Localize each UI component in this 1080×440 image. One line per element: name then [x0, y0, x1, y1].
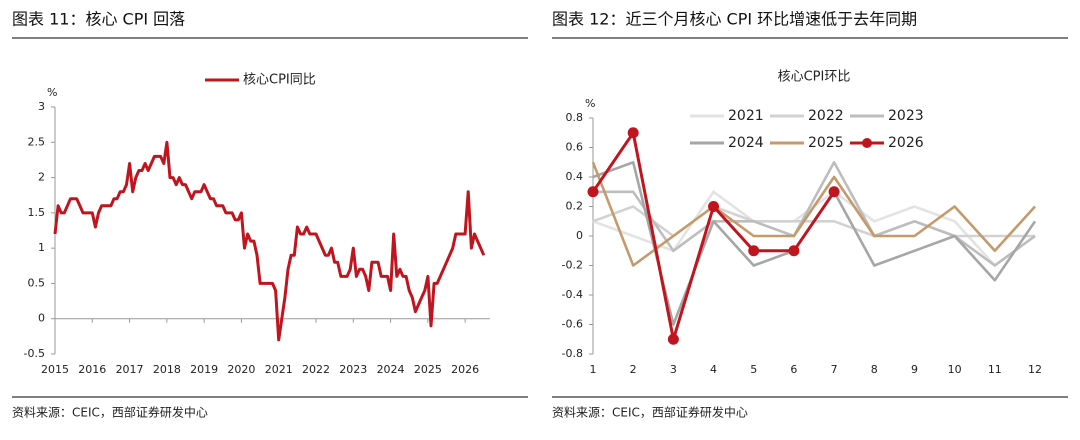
y-tick-label: 3 — [38, 100, 45, 113]
x-tick-label: 5 — [750, 363, 757, 376]
point — [667, 333, 679, 345]
legend-label: 2025 — [808, 135, 844, 151]
series-line — [591, 161, 1036, 267]
x-tick-label: 3 — [670, 363, 677, 376]
x-tick-label: 4 — [710, 363, 717, 376]
y-tick-label: 0.4 — [566, 170, 584, 183]
x-tick-label: 2018 — [153, 363, 181, 376]
point — [828, 186, 840, 198]
x-tick-label: 7 — [831, 363, 838, 376]
chart-title: 核心CPI环比 — [778, 70, 851, 85]
y-tick-label: 1 — [38, 241, 45, 254]
x-tick-label: 2017 — [116, 363, 144, 376]
x-tick-label: 9 — [911, 363, 918, 376]
x-tick-label: 2024 — [377, 363, 405, 376]
legend-label: 2024 — [728, 135, 764, 151]
x-tick-label: 2025 — [414, 363, 442, 376]
y-tick-label: 0.2 — [566, 200, 584, 213]
y-tick-label: 0.5 — [28, 276, 46, 289]
x-tick-label: 12 — [1028, 363, 1042, 376]
x-tick-label: 2026 — [451, 363, 479, 376]
point — [788, 245, 800, 257]
legend-label: 2021 — [728, 108, 764, 124]
x-tick-label: 2023 — [339, 363, 367, 376]
x-tick-label: 8 — [871, 363, 878, 376]
x-tick-label: 2020 — [227, 363, 255, 376]
x-tick-label: 2016 — [78, 363, 106, 376]
x-tick-label: 1 — [590, 363, 597, 376]
source-note: 资料来源：CEIC，西部证券研发中心 — [12, 405, 208, 420]
figure-title: 图表 12：近三个月核心 CPI 环比增速低于去年同期 — [552, 10, 917, 29]
x-tick-label: 11 — [988, 363, 1002, 376]
y-unit: % — [585, 97, 595, 110]
legend-label: 2026 — [888, 135, 924, 151]
y-tick-label: 2 — [38, 171, 45, 184]
x-tick-label: 2 — [630, 363, 637, 376]
legend-label: 核心CPI同比 — [243, 73, 316, 88]
y-unit: % — [47, 86, 57, 99]
y-tick-label: -0.6 — [562, 318, 583, 331]
series-line — [53, 140, 486, 342]
y-tick-label: 0.8 — [566, 111, 584, 124]
y-tick-label: 0 — [576, 229, 583, 242]
x-tick-label: 2021 — [265, 363, 293, 376]
series-line — [592, 161, 1037, 326]
y-tick-label: -0.8 — [562, 347, 583, 360]
legend-label: 2022 — [808, 108, 844, 124]
y-tick-label: 0 — [38, 312, 45, 325]
x-tick-label: 6 — [790, 363, 797, 376]
y-tick-label: -0.2 — [562, 259, 583, 272]
x-tick-label: 2019 — [190, 363, 218, 376]
legend-marker — [862, 138, 872, 148]
point — [627, 127, 639, 139]
point — [587, 186, 599, 198]
y-tick-label: -0.4 — [562, 288, 583, 301]
y-tick-label: 1.5 — [28, 206, 46, 219]
y-tick-label: -0.5 — [24, 347, 45, 360]
point — [708, 201, 720, 212]
source-note: 资料来源：CEIC，西部证券研发中心 — [552, 405, 748, 420]
y-tick-label: 2.5 — [28, 135, 46, 148]
x-tick-label: 10 — [948, 363, 962, 376]
y-tick-label: 0.6 — [566, 141, 584, 154]
point — [748, 245, 760, 257]
x-tick-label: 2015 — [41, 363, 69, 376]
figure-title: 图表 11：核心 CPI 回落 — [12, 10, 185, 29]
legend-label: 2023 — [888, 108, 924, 124]
x-tick-label: 2022 — [302, 363, 330, 376]
